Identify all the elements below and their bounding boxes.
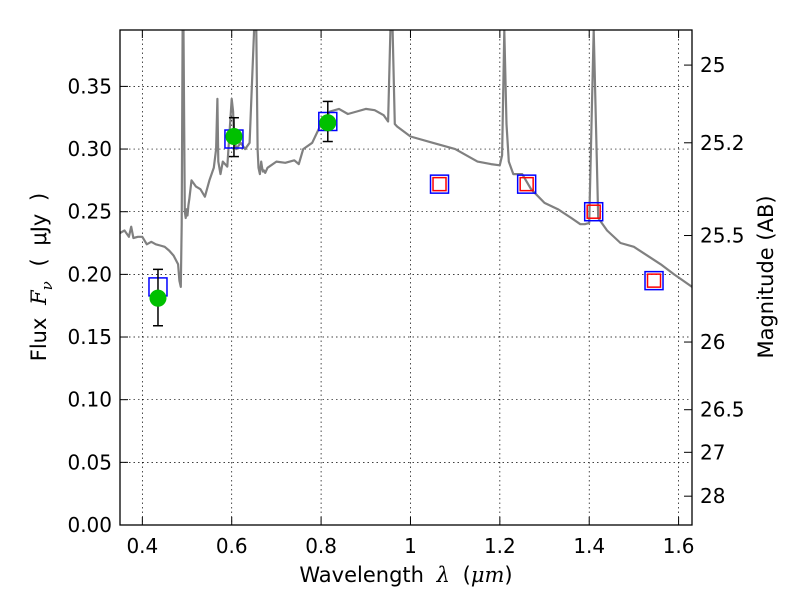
ticks: 0.4 0.6 0.8 1 1.2 1.4 1.6 0.00 0.05 0.10 0.15 0.20 0… (67, 30, 745, 558)
y-tick-label: 0.10 (67, 388, 112, 412)
y-label-subscript: ν (38, 281, 56, 290)
y-label-paren-open: ( (27, 258, 51, 266)
y-tick-label: 0.35 (67, 74, 112, 98)
model-point (644, 270, 664, 291)
x-axis-label: Wavelength λ (μm) (299, 563, 512, 587)
model-point (583, 201, 604, 222)
y-tick-label: 0.05 (67, 450, 112, 474)
sed-line (120, 30, 692, 288)
x-tick-label: 1 (404, 534, 417, 558)
x-tick-label: 1.6 (663, 534, 695, 558)
limit-point (646, 273, 662, 288)
y2-tick-label: 28 (700, 484, 725, 508)
model-point (429, 174, 450, 194)
x-label-paren-open: ( (463, 563, 471, 587)
x-tick-label: 1.2 (484, 534, 516, 558)
y-label-symbol: F (27, 289, 51, 306)
y-tick-label: 0.15 (67, 325, 112, 349)
x-tick-label: 0.4 (126, 534, 158, 558)
x-label-symbol: λ (436, 563, 450, 587)
observed-point (319, 114, 337, 132)
y2-tick-label: 25.2 (700, 131, 745, 155)
limit-point (432, 176, 447, 192)
data-layer (120, 30, 692, 327)
y2-axis-label: Magnitude (AB) (754, 195, 778, 358)
x-label-prefix: Wavelength (299, 563, 424, 587)
model-point (516, 174, 537, 194)
y2-tick-label: 25.5 (700, 224, 745, 248)
observed-point (225, 128, 243, 146)
observed-point (149, 289, 167, 307)
y2-tick-label: 27 (700, 440, 725, 464)
y-label-unit: μJy (27, 214, 51, 246)
x-tick-label: 0.6 (216, 534, 248, 558)
y2-tick-label: 25 (700, 53, 725, 77)
y2-tick-label: 26.5 (700, 398, 745, 422)
plot-frame (119, 29, 693, 526)
x-label-paren-close: ) (504, 563, 512, 587)
y-tick-label: 0.20 (67, 262, 112, 286)
y-tick-label: 0.00 (67, 513, 112, 537)
y-tick-label: 0.30 (67, 137, 112, 161)
x-tick-label: 0.8 (305, 534, 337, 558)
y2-tick-label: 26 (700, 330, 725, 354)
y-label-prefix: Flux (27, 318, 51, 362)
limit-point (586, 204, 601, 219)
y-label-paren-close: ) (27, 193, 51, 201)
y-axis-label: Flux Fν ( μJy ) (27, 193, 57, 362)
limit-point (519, 176, 534, 192)
y-tick-label: 0.25 (67, 200, 112, 224)
x-label-unit: μm (471, 563, 505, 587)
x-tick-label: 1.4 (573, 534, 605, 558)
